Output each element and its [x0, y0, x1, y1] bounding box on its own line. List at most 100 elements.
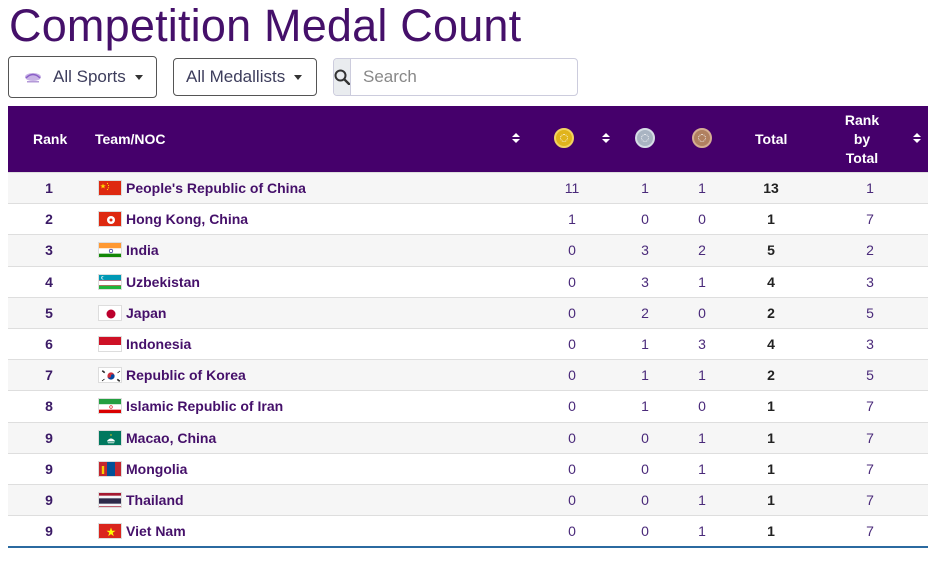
- team-cell[interactable]: India: [98, 235, 159, 265]
- total-count: 1: [767, 460, 775, 477]
- team-cell[interactable]: Republic of Korea: [98, 360, 246, 390]
- gold-count: 0: [568, 304, 576, 321]
- vietnam-flag-icon: [98, 523, 122, 540]
- bronze-count: 1: [698, 273, 706, 290]
- sports-dropdown-label: All Sports: [53, 67, 126, 86]
- china-flag-icon: [98, 180, 122, 197]
- rank-cell: 9: [45, 491, 53, 508]
- team-name[interactable]: Macao, China: [126, 429, 217, 446]
- team-cell[interactable]: Viet Nam: [98, 516, 186, 546]
- gold-count: 11: [564, 180, 580, 197]
- gold-medal-icon[interactable]: [554, 128, 574, 148]
- bronze-count: 1: [698, 491, 706, 508]
- rank-cell: 4: [45, 273, 53, 290]
- rank-cell: 9: [45, 460, 53, 477]
- page-title: Competition Medal Count: [9, 0, 522, 51]
- team-name[interactable]: Mongolia: [126, 460, 188, 477]
- rank-cell: 8: [45, 398, 53, 415]
- total-count: 1: [767, 398, 775, 415]
- team-name[interactable]: Uzbekistan: [126, 273, 200, 290]
- team-name[interactable]: Viet Nam: [126, 523, 186, 540]
- header-team[interactable]: Team/NOC: [95, 131, 166, 147]
- silver-count: 1: [641, 367, 649, 384]
- sort-icon[interactable]: [913, 133, 921, 145]
- team-cell[interactable]: Macao, China: [98, 423, 216, 453]
- rank-cell: 9: [45, 429, 53, 446]
- bronze-count: 1: [698, 460, 706, 477]
- table-row: 6 Indonesia 0 1 3 4 3: [8, 327, 928, 360]
- gold-count: 0: [568, 460, 576, 477]
- silver-count: 1: [641, 336, 649, 353]
- rank-cell: 3: [45, 242, 53, 259]
- table-row: 4 Uzbekistan 0 3 1 4 3: [8, 265, 928, 297]
- team-name[interactable]: Indonesia: [126, 336, 192, 353]
- sort-icon[interactable]: [512, 133, 520, 145]
- team-cell[interactable]: Japan: [98, 298, 166, 328]
- total-count: 2: [767, 304, 775, 321]
- medallists-dropdown[interactable]: All Medallists: [173, 58, 317, 96]
- header-rank-by-total[interactable]: Rank by Total: [844, 111, 880, 166]
- hong-kong-flag-icon: [98, 211, 122, 228]
- gold-count: 0: [568, 491, 576, 508]
- team-cell[interactable]: Uzbekistan: [98, 267, 200, 297]
- iran-flag-icon: [98, 398, 122, 415]
- macao-flag-icon: [98, 429, 122, 446]
- team-name[interactable]: Islamic Republic of Iran: [126, 398, 284, 415]
- chevron-down-icon: [294, 74, 303, 80]
- rank-by-total: 7: [866, 211, 874, 228]
- team-cell[interactable]: Hong Kong, China: [98, 204, 248, 234]
- silver-count: 0: [641, 491, 649, 508]
- rank-cell: 2: [45, 211, 53, 228]
- gold-count: 0: [568, 367, 576, 384]
- team-cell[interactable]: Islamic Republic of Iran: [98, 391, 283, 421]
- team-cell[interactable]: Indonesia: [98, 329, 191, 359]
- team-name[interactable]: Thailand: [126, 491, 184, 508]
- team-name[interactable]: Japan: [126, 304, 167, 321]
- sport-logo-icon: [25, 73, 41, 83]
- total-count: 2: [767, 367, 775, 384]
- total-count: 4: [767, 273, 775, 290]
- bronze-medal-icon[interactable]: [692, 128, 712, 148]
- rank-by-total: 7: [866, 429, 874, 446]
- rank-cell: 5: [45, 304, 53, 321]
- rank-cell: 9: [45, 523, 53, 540]
- silver-count: 0: [641, 429, 649, 446]
- gold-count: 0: [568, 242, 576, 259]
- team-name[interactable]: Hong Kong, China: [126, 211, 249, 228]
- gold-count: 0: [568, 429, 576, 446]
- silver-count: 0: [641, 460, 649, 477]
- search-input[interactable]: [351, 59, 596, 95]
- team-name[interactable]: People's Republic of China: [126, 180, 306, 197]
- rank-by-total: 7: [866, 491, 874, 508]
- search-box: [333, 58, 596, 96]
- table-row: 5 Japan 0 2 0 2 5: [8, 296, 928, 328]
- team-cell[interactable]: Thailand: [98, 485, 184, 515]
- table-row: 3 India 0 3 2 5 2: [8, 234, 928, 266]
- team-name[interactable]: India: [126, 242, 159, 259]
- rank-by-total: 3: [866, 273, 874, 290]
- team-name[interactable]: Republic of Korea: [126, 367, 246, 384]
- rank-by-total: 2: [866, 242, 874, 259]
- bronze-count: 1: [698, 429, 706, 446]
- gold-count: 1: [568, 211, 576, 228]
- silver-medal-icon[interactable]: [635, 128, 655, 148]
- table-row: 1 People's Republic of China 11 1 1 13 1: [8, 172, 928, 204]
- header-total[interactable]: Total: [755, 131, 788, 147]
- table-row: 9 Mongolia 0 0 1 1 7: [8, 452, 928, 484]
- search-button[interactable]: [334, 59, 351, 95]
- sports-dropdown[interactable]: All Sports: [8, 56, 157, 98]
- table-header: Rank Team/NOC Total Rank by Total: [8, 106, 928, 172]
- table-body: 1 People's Republic of China 11 1 1 13 1 2 Hong …: [8, 172, 928, 547]
- team-cell[interactable]: People's Republic of China: [98, 173, 306, 203]
- bronze-count: 3: [698, 336, 706, 353]
- header-rank[interactable]: Rank: [33, 131, 68, 147]
- gold-count: 0: [568, 336, 576, 353]
- team-cell[interactable]: Mongolia: [98, 454, 187, 484]
- silver-count: 1: [641, 180, 649, 197]
- table-row: 9 Thailand 0 0 1 1 7: [8, 483, 928, 516]
- rank-by-total: 1: [866, 180, 874, 197]
- sort-icon[interactable]: [602, 133, 610, 145]
- table-row: 9 Viet Nam 0 0 1 1 7: [8, 515, 928, 547]
- silver-count: 3: [641, 242, 649, 259]
- gold-count: 0: [568, 398, 576, 415]
